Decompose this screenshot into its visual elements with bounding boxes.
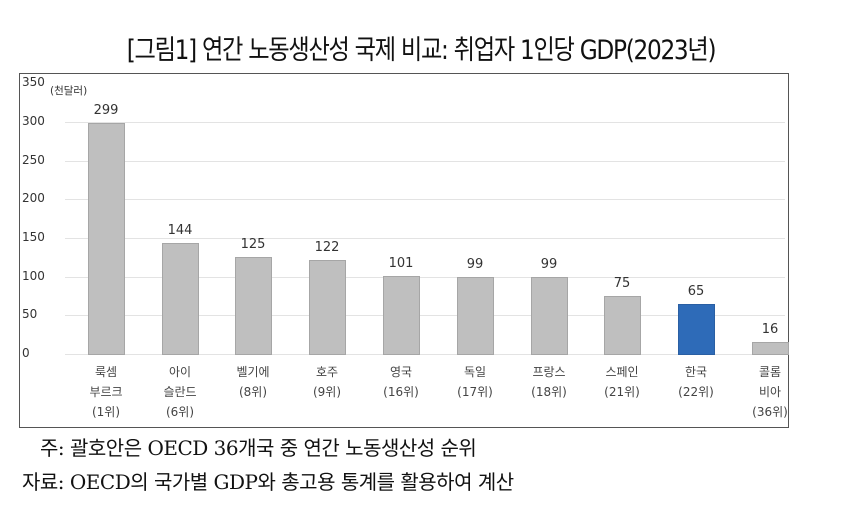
category-label: 독일 (17위) <box>457 365 493 399</box>
y-tick-label: 100 <box>22 268 45 283</box>
category-label: 룩셈 부르크 (1위) <box>89 365 123 419</box>
footnote: 주: 괄호안은 OECD 36개국 중 연간 노동생산성 순위 <box>40 436 477 460</box>
category-label: 스페인 (21위) <box>604 365 640 399</box>
gridline <box>65 238 785 239</box>
value-label: 125 <box>240 237 266 253</box>
bar <box>604 296 641 355</box>
bar <box>752 341 789 355</box>
category-label: 프랑스 (18위) <box>531 365 567 399</box>
gridline <box>65 276 785 278</box>
value-label: 75 <box>613 276 631 291</box>
y-tick-label: 200 <box>22 191 45 206</box>
chart-frame: (천달러) 0 50 100 150 200 250 300 350 299 룩셈 부르크 (1위… <box>19 73 789 428</box>
y-tick-label: 250 <box>22 152 45 167</box>
value-label: 65 <box>687 283 705 299</box>
bar <box>383 275 420 355</box>
gridline <box>65 160 785 162</box>
bar <box>162 242 199 355</box>
y-tick-label: 0 <box>22 346 30 360</box>
bar <box>235 257 272 355</box>
bar <box>309 259 346 355</box>
y-tick-label: 300 <box>22 114 45 128</box>
value-label: 144 <box>167 222 193 238</box>
category-label: 호주 (9위) <box>312 365 342 399</box>
bar <box>88 122 125 355</box>
y-tick-label: 350 <box>22 75 45 90</box>
gridline <box>65 122 785 123</box>
y-axis-unit: (천달러) <box>50 85 88 97</box>
category-label: 벨기에 (8위) <box>236 365 270 399</box>
category-label: 영국 (16위) <box>383 365 419 399</box>
bar <box>531 277 568 355</box>
value-label: 99 <box>466 257 484 273</box>
gridline <box>65 199 785 201</box>
y-tick-label: 150 <box>22 230 45 244</box>
category-label: 아이 슬란드 (6위) <box>163 365 197 419</box>
chart-title: [그림1] 연간 노동생산성 국제 비교: 취업자 1인당 GDP(2023년) <box>126 35 717 66</box>
value-label: 99 <box>540 257 558 273</box>
bar <box>457 277 494 355</box>
gridline <box>65 354 785 355</box>
gridline <box>65 315 785 317</box>
value-label: 122 <box>314 239 340 255</box>
category-label: 한국 (22위) <box>678 365 714 399</box>
bar <box>678 303 715 355</box>
plot-area: (천달러) 0 50 100 150 200 250 300 350 299 룩셈 부르크 (1위… <box>20 74 789 427</box>
value-label: 101 <box>388 255 414 271</box>
value-label: 299 <box>93 102 119 118</box>
category-label: 콜롬 비아 (36위) <box>752 365 788 419</box>
y-tick-label: 50 <box>22 307 38 322</box>
value-label: 16 <box>761 321 779 337</box>
source-note: 자료: OECD의 국가별 GDP와 총고용 통계를 활용하여 계산 <box>22 470 514 494</box>
